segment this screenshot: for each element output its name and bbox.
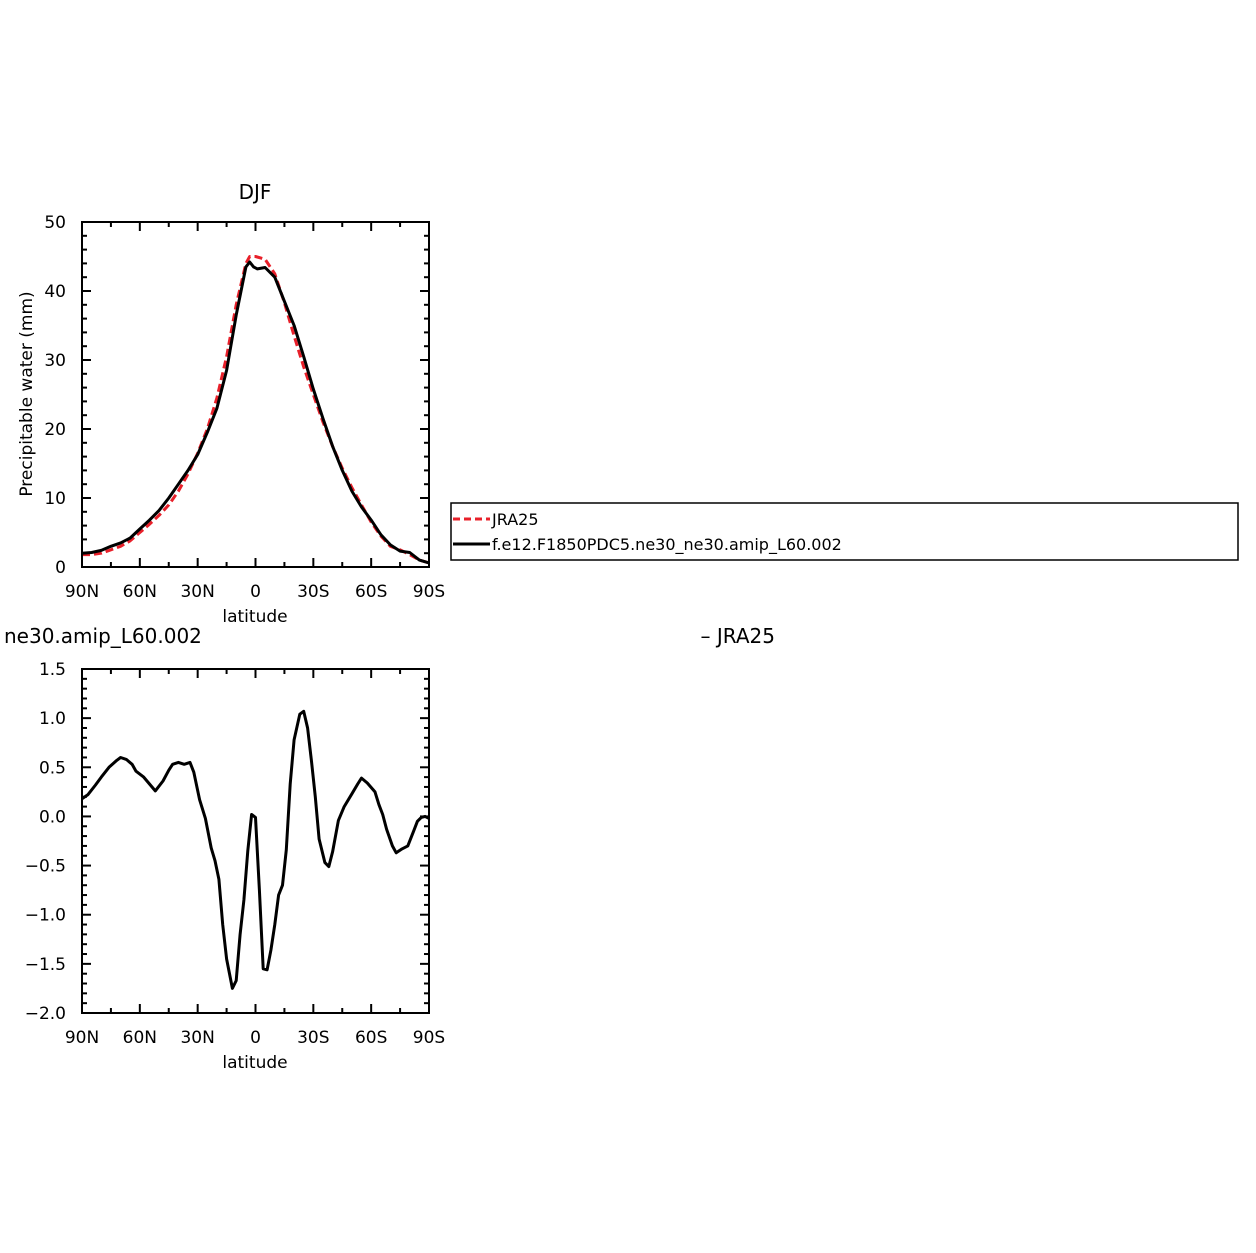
bottom-x-tick-label: 60S [355, 1028, 387, 1048]
bottom-y-tick-label: −1.5 [25, 955, 66, 975]
bottom-y-tick-label: 0.0 [39, 807, 66, 827]
bottom-axis-ticks: 90N 60N 30N 0 30S 60S 90S −2.0 −1.5 −1.0 −0.5 0.0 0.… [25, 660, 446, 1048]
top-x-tick-label: 60S [355, 582, 387, 602]
legend-box [450, 502, 1239, 561]
legend-entry-jra25: JRA25 [491, 510, 539, 529]
bottom-x-tick-label: 0 [250, 1028, 261, 1048]
bottom-panel: ne30.amip_L60.002 – JRA25 90N 60N 30N 0 30S 6… [0, 624, 775, 1073]
top-x-tick-label: 0 [250, 582, 261, 602]
bottom-series-lines [81, 709, 430, 990]
bottom-x-tick-label: 30S [297, 1028, 329, 1048]
top-chart-title: DJF [239, 180, 272, 204]
legend: JRA25 f.e12.F1850PDC5.ne30_ne30.amip_L60… [450, 502, 1239, 561]
bottom-series-line-difference [81, 709, 430, 990]
bottom-y-tick-label: −1.0 [25, 906, 66, 926]
bottom-x-axis-label: latitude [222, 1053, 287, 1073]
bottom-y-tick-label: 1.0 [39, 709, 66, 729]
top-x-tick-label: 30N [180, 582, 214, 602]
top-series-lines [81, 255, 430, 565]
bottom-y-tick-label: 0.5 [39, 758, 66, 778]
bottom-x-tick-label: 60N [123, 1028, 157, 1048]
top-series-line-jra25 [82, 255, 430, 565]
top-panel: DJF 90N 60N 30N 0 30S 60S 90S 0 10 20 30 40 50 latit… [17, 180, 445, 627]
bottom-y-tick-label: 1.5 [39, 660, 66, 680]
bottom-y-tick-label: −0.5 [25, 857, 66, 877]
top-x-tick-label: 90S [413, 582, 445, 602]
top-y-tick-label: 40 [44, 282, 66, 302]
bottom-y-axis-label: Precipitable water (mm) [0, 739, 19, 944]
bottom-plot-frame [81, 668, 430, 1014]
bottom-y-tick-label: −2.0 [25, 1004, 66, 1024]
legend-entry-model: f.e12.F1850PDC5.ne30_ne30.amip_L60.002 [492, 535, 842, 555]
bottom-x-tick-label: 90S [413, 1028, 445, 1048]
bottom-chart-title-right: – JRA25 [701, 624, 775, 648]
top-x-tick-label: 90N [65, 582, 99, 602]
top-axis-ticks: 90N 60N 30N 0 30S 60S 90S 0 10 20 30 40 50 [44, 213, 445, 602]
bottom-x-tick-label: 30N [180, 1028, 214, 1048]
top-x-tick-label: 60N [123, 582, 157, 602]
top-plot-frame [81, 221, 430, 568]
top-y-tick-label: 50 [44, 213, 66, 233]
top-x-axis-label: latitude [222, 607, 287, 627]
top-series-line-model [81, 260, 430, 565]
top-x-tick-label: 30S [297, 582, 329, 602]
top-y-tick-label: 20 [44, 420, 66, 440]
top-y-tick-label: 10 [44, 489, 66, 509]
top-y-tick-label: 30 [44, 351, 66, 371]
top-y-axis-label: Precipitable water (mm) [17, 291, 37, 496]
bottom-x-tick-label: 90N [65, 1028, 99, 1048]
top-y-tick-label: 0 [55, 558, 66, 578]
bottom-chart-title-left: ne30.amip_L60.002 [4, 624, 202, 648]
